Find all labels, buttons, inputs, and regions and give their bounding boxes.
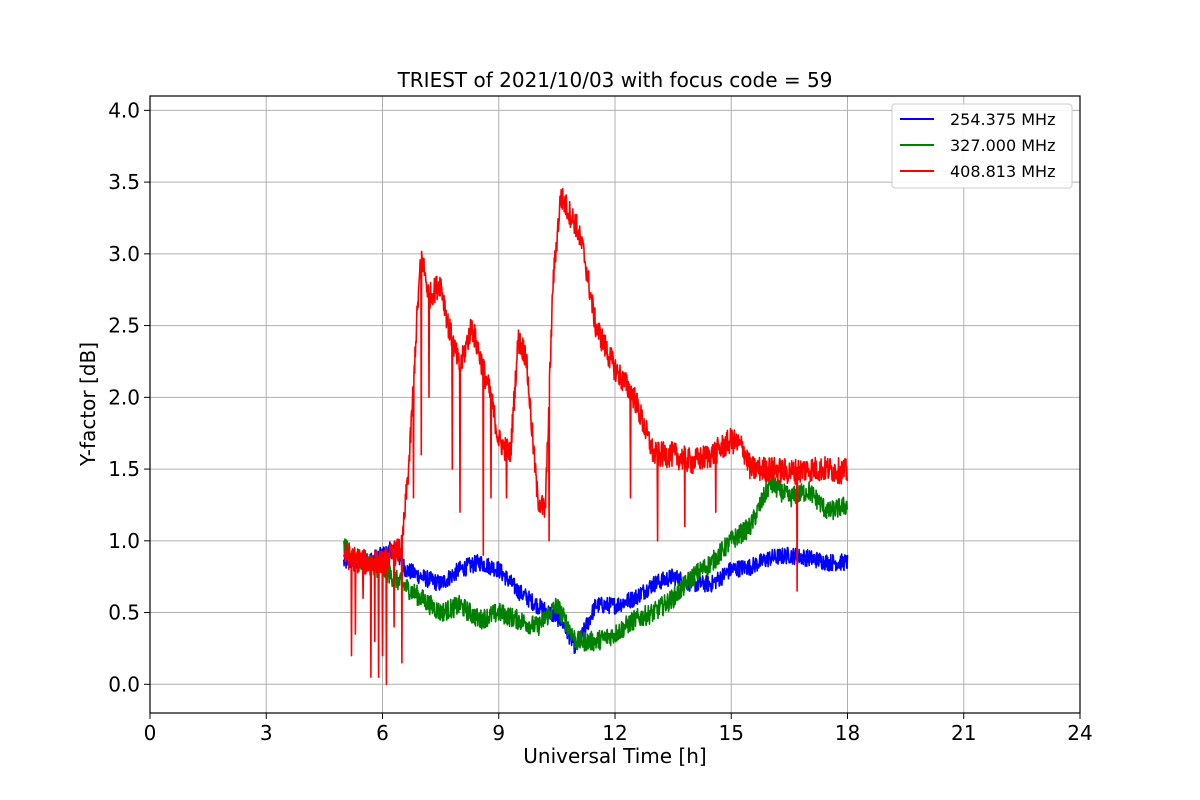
y-tick-label: 0.5: [108, 601, 140, 625]
legend-label: 408.813 MHz: [950, 162, 1055, 181]
legend-label: 327.000 MHz: [950, 136, 1055, 155]
x-tick-label: 21: [951, 721, 976, 745]
y-tick-label: 1.0: [108, 529, 140, 553]
x-tick-label: 3: [260, 721, 273, 745]
legend-label: 254.375 MHz: [950, 110, 1055, 129]
x-tick-label: 18: [835, 721, 860, 745]
x-axis-label: Universal Time [h]: [523, 744, 706, 768]
y-tick-label: 3.0: [108, 242, 140, 266]
y-tick-label: 4.0: [108, 98, 140, 122]
series-line-2: [343, 474, 849, 652]
x-tick-label: 6: [376, 721, 389, 745]
y-tick-label: 2.0: [108, 385, 140, 409]
chart-title: TRIEST of 2021/10/03 with focus code = 5…: [397, 68, 833, 92]
y-tick-label: 2.5: [108, 314, 140, 338]
x-tick-label: 0: [144, 721, 157, 745]
tick-layer: 0 3 6 9 12 15 18 21 24 0.0 0.5 1.0 1.5 2.0 2.5 3.0 3.5 4.…: [108, 98, 1093, 745]
series-line-3: [343, 187, 849, 686]
x-tick-label: 15: [719, 721, 744, 745]
x-tick-label: 12: [602, 721, 627, 745]
series-line-1: [343, 540, 849, 654]
legend-box: [891, 103, 1073, 189]
x-tick-label: 24: [1067, 721, 1092, 745]
y-axis-label: Y-factor [dB]: [76, 342, 100, 467]
y-tick-label: 1.5: [108, 457, 140, 481]
legend: 254.375 MHz 327.000 MHz 408.813 MHz: [891, 103, 1073, 189]
x-tick-label: 9: [492, 721, 505, 745]
y-tick-label: 0.0: [108, 672, 140, 696]
series-layer: [343, 187, 849, 686]
y-tick-label: 3.5: [108, 170, 140, 194]
